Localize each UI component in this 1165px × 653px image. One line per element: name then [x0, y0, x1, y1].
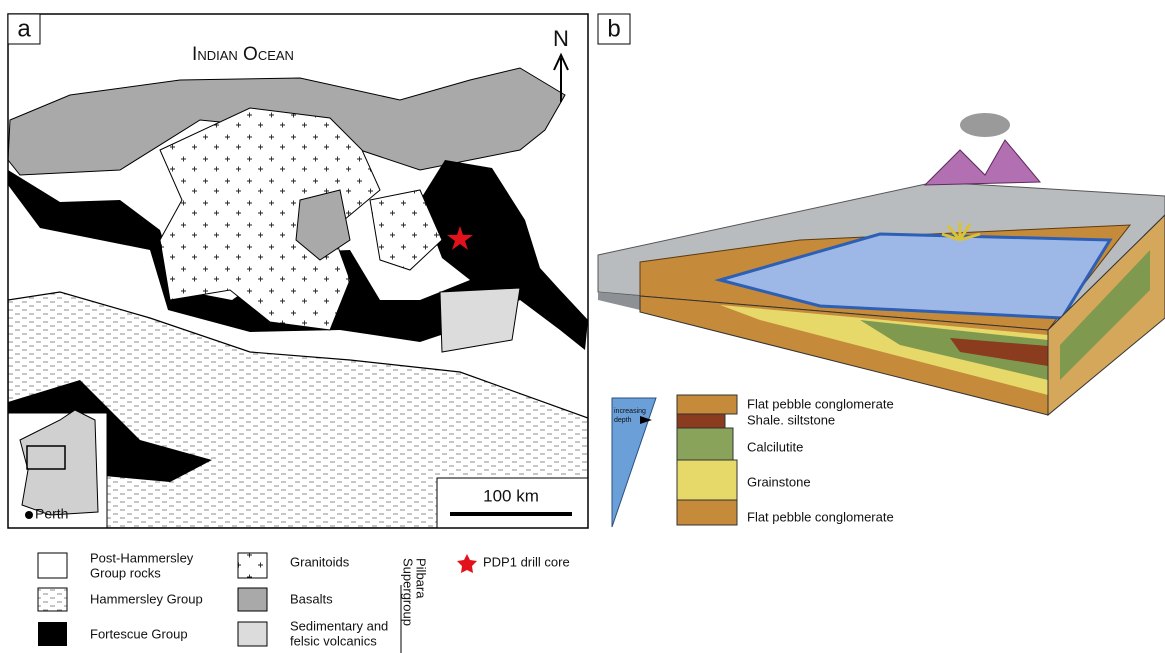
panel-label: b — [607, 15, 620, 42]
column-unit — [677, 460, 737, 500]
legend-label: Group rocks — [90, 565, 161, 580]
volcano — [925, 140, 1040, 185]
legend-swatch — [238, 553, 267, 578]
column-unit — [677, 395, 737, 414]
column-unit — [677, 428, 733, 460]
scale-bar — [450, 512, 572, 516]
column-label: Grainstone — [747, 474, 811, 489]
group-label: Supergroup — [401, 558, 416, 626]
north-label: N — [553, 26, 569, 51]
legend-label: PDP1 drill core — [483, 554, 570, 569]
column-unit — [677, 500, 737, 525]
figure: Indian Ocean N Perth 100 km a Post-Hamme… — [0, 0, 1165, 653]
ocean-label: Indian Ocean — [192, 44, 294, 65]
legend-label: Basalts — [290, 591, 333, 606]
perth-label: Perth — [35, 506, 68, 522]
legend-swatch — [38, 588, 67, 611]
column-label: Calcilutite — [747, 439, 803, 454]
depth-label: depth — [614, 417, 632, 424]
legend-label: Sedimentary and — [290, 618, 388, 633]
legend-swatch — [38, 622, 67, 646]
legend-star — [457, 554, 477, 573]
scale-label: 100 km — [483, 486, 539, 505]
block-diagram — [598, 113, 1165, 415]
page: {"panel_a": {"label": "a", "map": {"ocea… — [0, 0, 1165, 653]
geologic-map: Indian Ocean N Perth 100 km — [8, 14, 588, 528]
legend-label: Granitoids — [290, 554, 350, 569]
depth-label: increasing — [614, 408, 646, 415]
column-label: Flat pebble conglomerate — [747, 509, 894, 524]
legend-label: felsic volcanics — [290, 633, 377, 648]
legend-label: Fortescue Group — [90, 626, 188, 641]
legend-label: Hammersley Group — [90, 591, 203, 606]
panel-label: a — [17, 15, 31, 42]
column-label: Shale. siltstone — [747, 412, 835, 427]
legend-swatch — [38, 553, 67, 578]
volcanic-plume — [960, 113, 1010, 137]
legend-swatch — [238, 622, 267, 646]
legend-swatch — [238, 588, 267, 611]
column-unit — [677, 414, 725, 428]
perth-dot — [25, 511, 33, 519]
legend-label: Post-Hammersley — [90, 550, 194, 565]
column-label: Flat pebble conglomerate — [747, 396, 894, 411]
